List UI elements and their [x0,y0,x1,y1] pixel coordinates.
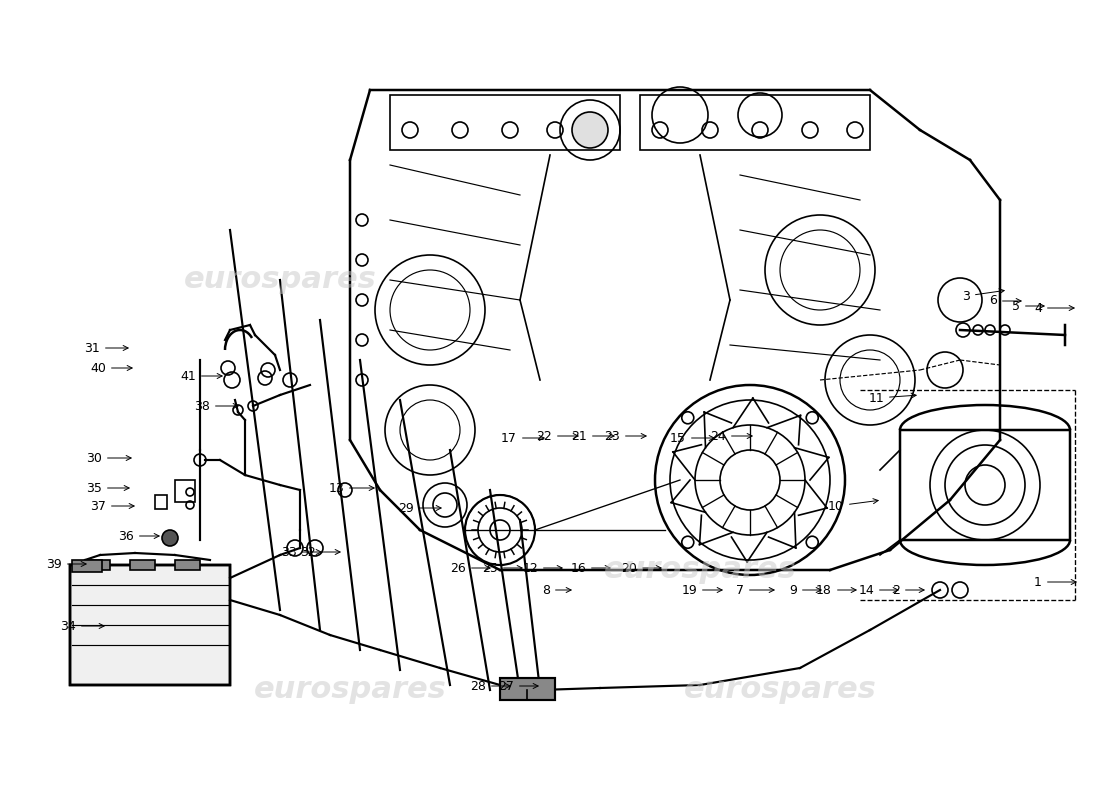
Bar [500,678,556,700]
Bar [72,560,102,572]
Text: 12: 12 [522,562,562,574]
Text: 21: 21 [571,430,614,442]
Text: 9: 9 [789,583,821,597]
Bar [900,430,1070,540]
Text: 15: 15 [670,431,714,445]
Text: 16: 16 [570,562,611,574]
Text: 26: 26 [450,562,491,574]
Text: eurospares: eurospares [683,675,877,705]
Text: 18: 18 [816,583,856,597]
Text: 40: 40 [90,362,132,374]
Text: eurospares: eurospares [254,675,447,705]
Bar [85,560,110,570]
Bar [155,495,167,509]
Circle shape [572,112,608,148]
Text: 36: 36 [119,530,160,542]
Bar [70,565,230,685]
Text: 8: 8 [542,583,571,597]
Text: 2: 2 [892,583,924,597]
Text: 32: 32 [300,546,340,558]
Text: 33: 33 [282,546,321,558]
Text: 22: 22 [537,430,579,442]
Text: 38: 38 [194,399,238,413]
Text: 17: 17 [502,431,544,445]
Bar [390,95,620,150]
Text: 11: 11 [868,391,916,405]
Text: 5: 5 [1012,299,1044,313]
Text: eurospares: eurospares [184,266,376,294]
Bar [175,560,200,570]
Text: 19: 19 [681,583,722,597]
Text: 41: 41 [180,370,222,382]
Text: 1: 1 [1034,575,1076,589]
Text: 4: 4 [1034,302,1074,314]
Text: 39: 39 [46,558,86,570]
Text: 27: 27 [498,679,538,693]
Text: 24: 24 [711,430,752,442]
Bar [130,560,155,570]
Text: 30: 30 [86,451,131,465]
Bar [70,565,230,685]
Text: 28: 28 [470,679,510,693]
Text: 3: 3 [962,289,1004,302]
Text: 23: 23 [604,430,646,442]
Text: 29: 29 [398,502,441,514]
Text: 20: 20 [621,562,661,574]
Text: 10: 10 [828,498,878,513]
Text: eurospares: eurospares [604,555,796,585]
Text: 35: 35 [86,482,129,494]
Bar [175,480,195,502]
Text: 37: 37 [90,499,134,513]
Bar [640,95,870,150]
Circle shape [162,530,178,546]
Text: 13: 13 [328,482,374,494]
Text: 7: 7 [736,583,774,597]
Text: 25: 25 [482,562,522,574]
Text: 31: 31 [85,342,128,354]
Text: 6: 6 [989,294,1021,307]
Text: 34: 34 [60,619,104,633]
Text: 14: 14 [858,583,898,597]
